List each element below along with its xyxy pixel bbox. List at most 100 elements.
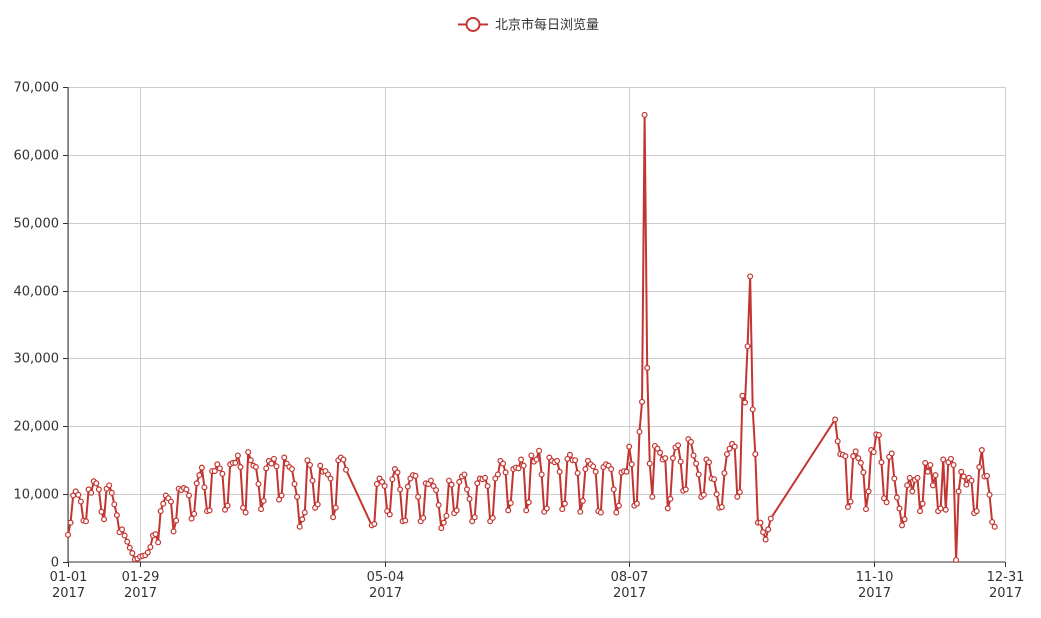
data-point[interactable] (556, 468, 563, 475)
data-point[interactable] (958, 468, 965, 475)
data-point[interactable] (167, 498, 174, 505)
data-point[interactable] (324, 471, 331, 478)
data-point[interactable] (687, 438, 694, 445)
data-point[interactable] (669, 455, 676, 462)
data-point[interactable] (183, 486, 190, 493)
data-point[interactable] (654, 445, 661, 452)
data-point[interactable] (662, 455, 669, 462)
data-point[interactable] (247, 457, 254, 464)
data-point[interactable] (878, 459, 885, 466)
data-point[interactable] (937, 505, 944, 512)
data-point[interactable] (216, 465, 223, 472)
data-point[interactable] (901, 516, 908, 523)
data-point[interactable] (343, 466, 350, 473)
data-point[interactable] (332, 504, 339, 511)
data-point[interactable] (881, 495, 888, 502)
data-point[interactable] (726, 445, 733, 452)
data-point[interactable] (940, 456, 947, 463)
data-point[interactable] (443, 512, 450, 519)
data-point[interactable] (865, 488, 872, 495)
data-point[interactable] (608, 466, 615, 473)
data-point[interactable] (108, 489, 115, 496)
data-point[interactable] (927, 461, 934, 468)
data-point[interactable] (435, 502, 442, 509)
data-point[interactable] (932, 472, 939, 479)
data-point[interactable] (850, 453, 857, 460)
data-point[interactable] (731, 443, 738, 450)
data-point[interactable] (989, 518, 996, 525)
data-point[interactable] (749, 406, 756, 413)
data-point[interactable] (700, 491, 707, 498)
data-point[interactable] (224, 502, 231, 509)
data-point[interactable] (278, 492, 285, 499)
data-point[interactable] (917, 508, 924, 515)
data-point[interactable] (160, 500, 167, 507)
data-point[interactable] (533, 456, 540, 463)
data-point[interactable] (263, 465, 270, 472)
data-point[interactable] (536, 447, 543, 454)
data-point[interactable] (950, 461, 957, 468)
data-point[interactable] (191, 510, 198, 517)
data-point[interactable] (690, 452, 697, 459)
data-point[interactable] (942, 506, 949, 513)
data-point[interactable] (222, 506, 229, 513)
data-point[interactable] (554, 457, 561, 464)
data-point[interactable] (505, 507, 512, 514)
data-point[interactable] (88, 489, 95, 496)
data-point[interactable] (412, 472, 419, 479)
data-point[interactable] (466, 495, 473, 502)
data-point[interactable] (947, 455, 954, 462)
data-point[interactable] (860, 469, 867, 476)
data-point[interactable] (433, 487, 440, 494)
data-point[interactable] (240, 504, 247, 511)
data-point[interactable] (834, 438, 841, 445)
data-point[interactable] (98, 508, 105, 515)
data-point[interactable] (129, 550, 136, 557)
data-point[interactable] (739, 392, 746, 399)
data-point[interactable] (559, 506, 566, 513)
data-point[interactable] (299, 516, 306, 523)
data-point[interactable] (888, 450, 895, 457)
data-point[interactable] (492, 475, 499, 482)
data-point[interactable] (906, 474, 913, 481)
data-point[interactable] (857, 459, 864, 466)
data-point[interactable] (675, 442, 682, 449)
data-point[interactable] (520, 462, 527, 469)
data-point[interactable] (757, 519, 764, 526)
data-point[interactable] (610, 486, 617, 493)
data-point[interactable] (963, 481, 970, 488)
data-point[interactable] (744, 343, 751, 350)
data-point[interactable] (922, 459, 929, 466)
data-point[interactable] (762, 536, 769, 543)
data-point[interactable] (252, 464, 259, 471)
data-point[interactable] (294, 493, 301, 500)
data-point[interactable] (572, 457, 579, 464)
data-point[interactable] (397, 486, 404, 493)
data-point[interactable] (613, 509, 620, 516)
data-point[interactable] (291, 480, 298, 487)
data-point[interactable] (579, 497, 586, 504)
data-point[interactable] (245, 449, 252, 456)
data-point[interactable] (577, 508, 584, 515)
data-point[interactable] (515, 465, 522, 472)
data-point[interactable] (502, 469, 509, 476)
data-point[interactable] (306, 461, 313, 468)
data-point[interactable] (381, 483, 388, 490)
data-point[interactable] (482, 474, 489, 481)
data-point[interactable] (301, 509, 308, 516)
data-point[interactable] (420, 514, 427, 521)
data-point[interactable] (389, 476, 396, 483)
data-point[interactable] (386, 511, 393, 518)
data-point[interactable] (288, 466, 295, 473)
data-point[interactable] (234, 452, 241, 459)
data-point[interactable] (500, 460, 507, 467)
data-point[interactable] (270, 455, 277, 462)
data-point[interactable] (173, 517, 180, 524)
data-point[interactable] (170, 528, 177, 535)
data-point[interactable] (636, 428, 643, 435)
data-point[interactable] (193, 480, 200, 487)
data-point[interactable] (219, 470, 226, 477)
data-point[interactable] (111, 501, 118, 508)
data-point[interactable] (461, 471, 468, 478)
data-point[interactable] (474, 480, 481, 487)
